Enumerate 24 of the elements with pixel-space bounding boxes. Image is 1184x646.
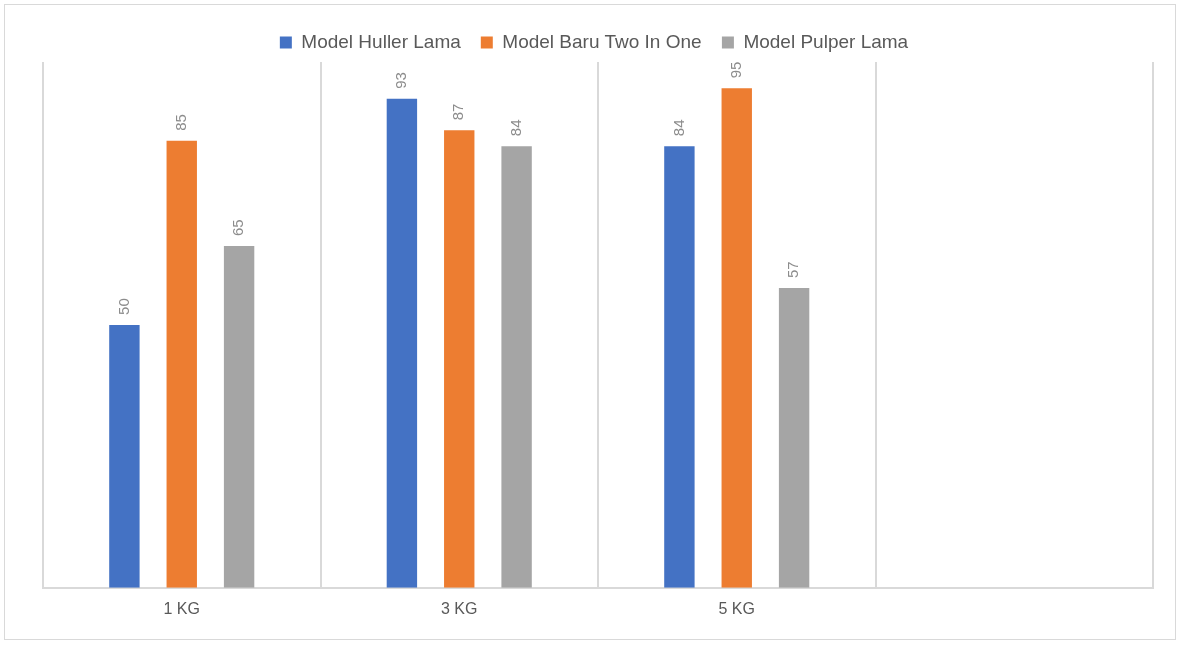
bar <box>109 324 140 588</box>
data-label: 93 <box>392 72 410 89</box>
x-tick-label: 5 KG <box>718 599 755 617</box>
x-tick-label: 3 KG <box>441 599 478 617</box>
bar <box>223 246 255 588</box>
legend-label: Model Baru Two In One <box>502 30 702 52</box>
bar <box>664 146 695 588</box>
bar <box>166 140 197 588</box>
bar <box>501 146 532 588</box>
data-label: 95 <box>726 61 744 79</box>
bar <box>778 288 810 588</box>
legend-label: Model Huller Lama <box>301 30 462 52</box>
data-label: 87 <box>449 103 467 121</box>
data-label: 50 <box>114 298 132 315</box>
data-label: 84 <box>669 119 687 137</box>
bar <box>444 130 475 588</box>
bar <box>386 98 418 588</box>
data-label: 84 <box>506 119 524 137</box>
data-label: 65 <box>229 219 247 237</box>
x-tick-label: 1 KG <box>163 599 200 617</box>
bar <box>721 88 752 588</box>
legend-label: Model Pulper Lama <box>743 30 909 52</box>
data-label: 57 <box>784 261 802 279</box>
data-label: 85 <box>171 114 189 131</box>
